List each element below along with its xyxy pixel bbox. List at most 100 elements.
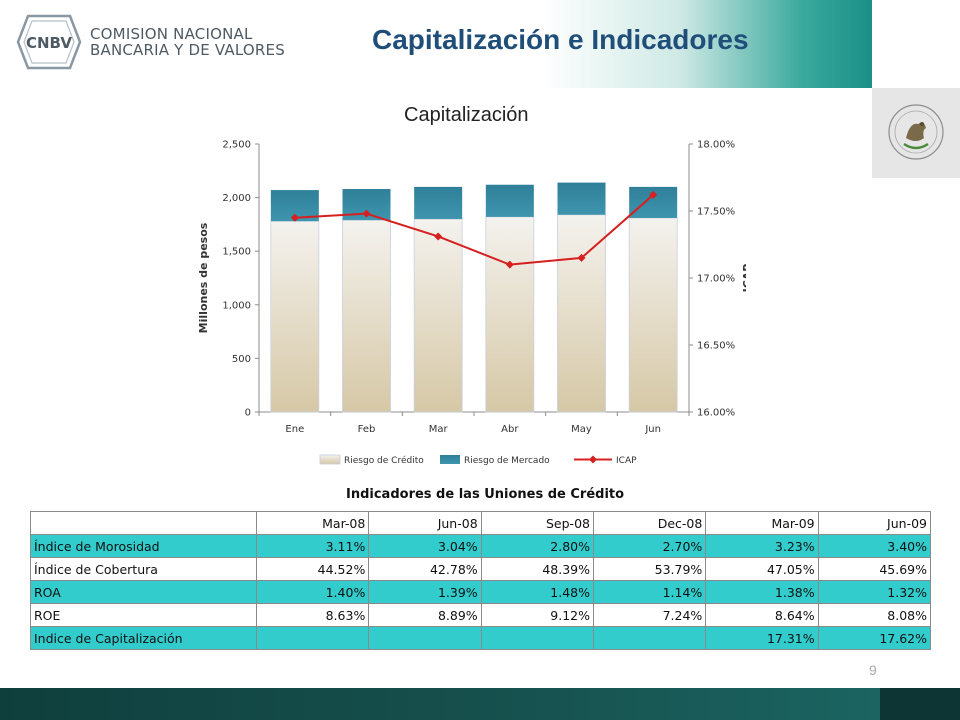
icap-series-line [294,194,654,266]
table-header-cell: Jun-08 [368,511,482,535]
bar-riesgo-mercado [485,184,534,217]
table-cell: 47.05% [705,557,819,581]
table-header-cell: Jun-09 [817,511,932,535]
icap-point-marker [505,260,514,269]
chart-title: Capitalización [404,104,529,126]
x-tick-label: Mar [429,424,449,435]
org-name: COMISION NACIONAL BANCARIA Y DE VALORES [90,26,285,58]
table-cell: 3.40% [817,534,932,558]
table-cell: 3.23% [705,534,819,558]
icap-point-marker [577,253,586,262]
y-tick-label: 1,000 [222,300,251,311]
table-cell: 42.78% [368,557,482,581]
icap-point-marker [649,190,658,199]
capitalizacion-chart: 0 500 1,000 1,500 2,000 2,500 16.00% 16.50% 17.0… [197,140,746,467]
table-cell: 17.31% [705,626,819,650]
bar-riesgo-credito [270,220,320,413]
page-title: Capitalización e Indicadores [372,24,749,55]
row-label: Indice de Capitalización [30,626,257,650]
bar-riesgo-credito [485,216,535,413]
table-cell [368,626,482,650]
y-tick-label: 1,500 [222,247,251,258]
table-header-cell: Sep-08 [480,511,594,535]
legend-label-riesgo-mercado: Riesgo de Mercado [464,456,550,466]
table-header-cell: Dec-08 [592,511,707,535]
y-axis-title: Millones de pesos [197,222,210,333]
bar-riesgo-mercado [414,186,463,220]
legend-swatch-icap-marker [589,455,597,464]
table-row: Índice de Cobertura 44.52% 42.78% 48.39%… [30,557,932,581]
bar-riesgo-credito [413,218,463,413]
table-cell: 44.52% [255,557,370,581]
footer-bar-end [880,688,960,720]
table-cell: 8.63% [255,603,370,627]
table-cell: 1.14% [592,580,707,604]
footer-bar [0,688,880,720]
y2-tick-label: 17.50% [697,207,735,218]
table-cell: 2.80% [480,534,594,558]
table-header-row: Mar-08 Jun-08 Sep-08 Dec-08 Mar-09 Jun-0… [30,511,932,535]
table-cell: 1.48% [480,580,594,604]
table-cell: 1.38% [705,580,819,604]
table-header-cell: Mar-09 [705,511,819,535]
table-title: Indicadores de las Uniones de Crédito [346,487,625,502]
x-tick-label: Abr [501,424,519,435]
bar-riesgo-credito [557,214,606,413]
eagle-seal-icon [888,104,944,160]
org-name-line2: BANCARIA Y DE VALORES [90,41,285,59]
table-cell: 45.69% [817,557,932,581]
table-cell [592,626,707,650]
table-cell: 3.04% [368,534,482,558]
y-tick-label: 0 [245,408,251,419]
row-label: ROE [30,603,257,627]
bar-riesgo-credito [342,219,391,413]
table-cell: 48.39% [480,557,594,581]
x-tick-label: Ene [285,424,304,435]
page-number: 9 [869,662,877,678]
table-cell: 8.64% [705,603,819,627]
bar-riesgo-mercado [557,182,606,215]
y2-tick-label: 17.00% [697,274,735,285]
y-tick-label: 2,000 [222,193,251,204]
cnbv-logo: CNBV [16,14,82,70]
table-cell: 1.32% [817,580,932,604]
row-label: Índice de Cobertura [30,557,257,581]
table-cell: 7.24% [592,603,707,627]
legend-swatch-riesgo-mercado [440,455,460,464]
table-cell: 1.39% [368,580,482,604]
table-cell: 2.70% [592,534,707,558]
legend-swatch-riesgo-credito [319,454,341,465]
table-cell: 8.89% [368,603,482,627]
table-cell: 9.12% [480,603,594,627]
table-row: ROA 1.40% 1.39% 1.48% 1.14% 1.38% 1.32% [30,580,932,604]
icap-point-marker [362,209,371,218]
legend-label-riesgo-credito: Riesgo de Crédito [344,455,424,466]
bar-riesgo-credito [628,217,678,413]
table-cell: 8.08% [817,603,932,627]
table-header-cell [30,511,257,535]
x-tick-label: Jun [644,424,661,435]
org-name-line1: COMISION NACIONAL [90,25,253,43]
table-cell: 17.62% [817,626,932,650]
table-row: Índice de Morosidad 3.11% 3.04% 2.80% 2.… [30,534,932,558]
y2-tick-label: 16.00% [697,408,735,419]
y2-tick-label: 18.00% [697,140,735,151]
logo-mark-text: CNBV [26,34,72,52]
header-banner: CNBV COMISION NACIONAL BANCARIA Y DE VAL… [0,0,872,88]
y2-axis-title: ICAP [741,264,746,293]
x-tick-label: May [571,424,592,435]
table-row: Indice de Capitalización 17.31% 17.62% [30,626,932,650]
y-tick-label: 500 [232,354,251,365]
row-label: ROA [30,580,257,604]
table-cell: 3.11% [255,534,370,558]
table-cell [255,626,370,650]
national-seal [872,88,960,178]
x-tick-label: Feb [358,424,376,435]
icap-point-marker [290,213,299,222]
legend-label-icap: ICAP [616,456,637,466]
table-cell: 1.40% [255,580,370,604]
indicators-table: Mar-08 Jun-08 Sep-08 Dec-08 Mar-09 Jun-0… [30,511,932,650]
table-cell: 53.79% [592,557,707,581]
table-cell [480,626,594,650]
y-tick-label: 2,500 [222,140,251,151]
